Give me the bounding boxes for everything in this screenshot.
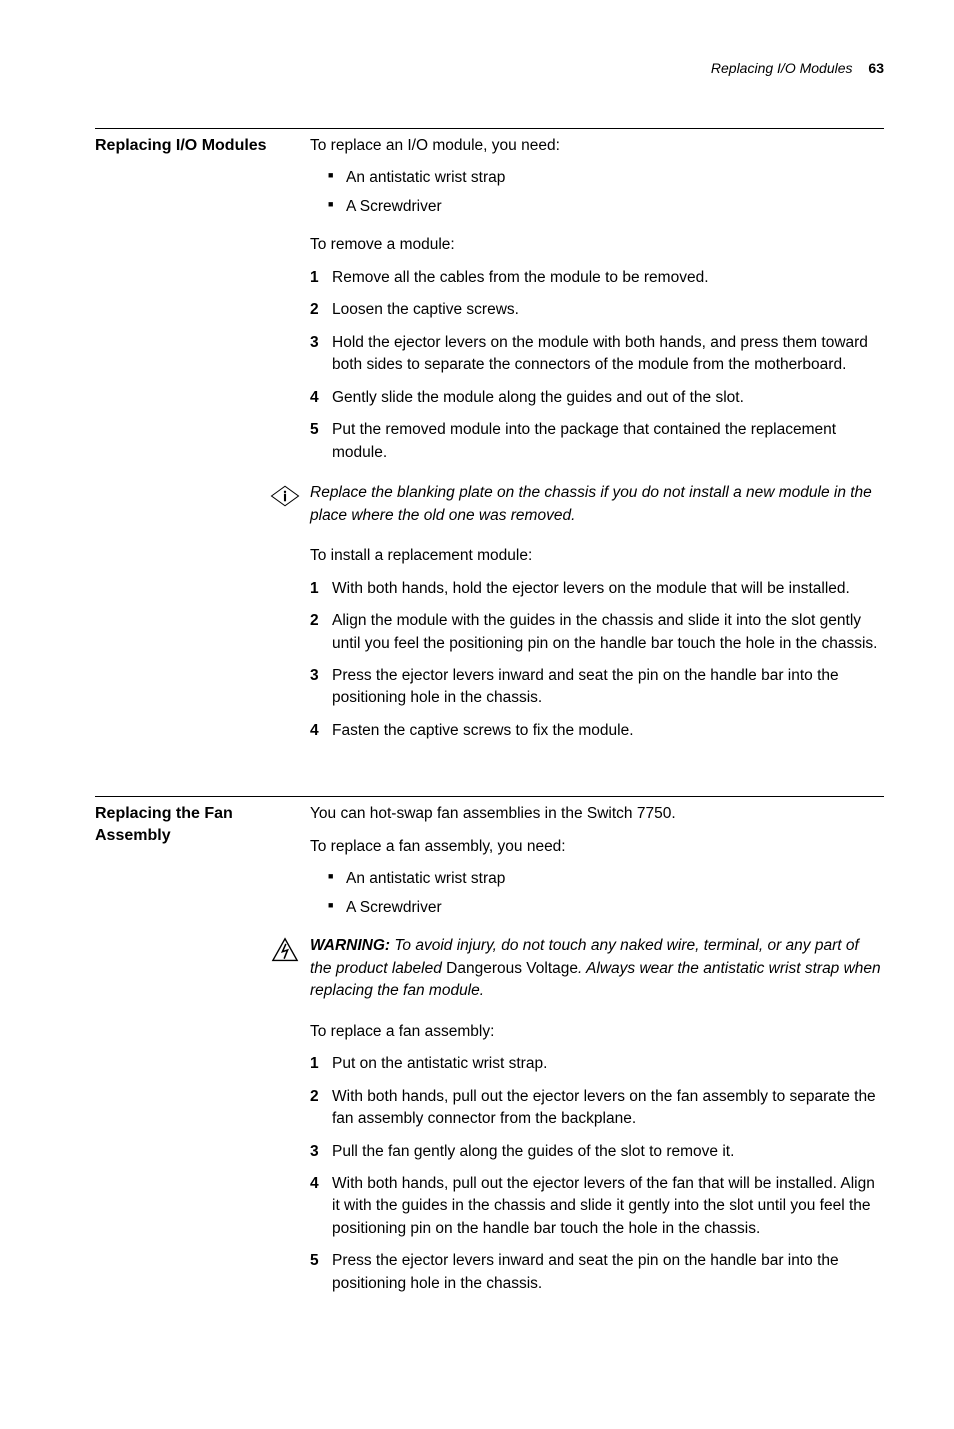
fan-replace-intro: To replace a fan assembly: — [310, 1021, 884, 1043]
list-item: Remove all the cables from the module to… — [310, 267, 884, 289]
list-item: Gently slide the module along the guides… — [310, 387, 884, 409]
list-item: Pull the fan gently along the guides of … — [310, 1141, 884, 1163]
fan-replace-steps: Put on the antistatic wrist strap. With … — [310, 1053, 884, 1295]
section-body-io: To replace an I/O module, you need: An a… — [310, 135, 884, 760]
install-intro: To install a replacement module: — [310, 545, 884, 567]
fan-intro: You can hot-swap fan assemblies in the S… — [310, 803, 884, 825]
page: Replacing I/O Modules 63 Replacing I/O M… — [0, 0, 954, 1429]
warning-text: WARNING: To avoid injury, do not touch a… — [310, 935, 884, 1002]
info-icon — [260, 482, 310, 508]
page-number: 63 — [868, 60, 884, 76]
list-item: Put on the antistatic wrist strap. — [310, 1053, 884, 1075]
list-item: Hold the ejector levers on the module wi… — [310, 332, 884, 377]
needs-list-fan: An antistatic wrist strap A Screwdriver — [310, 868, 884, 919]
remove-intro: To remove a module: — [310, 234, 884, 256]
list-item: Press the ejector levers inward and seat… — [310, 665, 884, 710]
list-item: Align the module with the guides in the … — [310, 610, 884, 655]
list-item: A Screwdriver — [310, 897, 884, 919]
intro-replace: To replace an I/O module, you need: — [310, 135, 884, 157]
side-heading-fan: Replacing the Fan Assembly — [95, 803, 310, 1313]
list-item: With both hands, pull out the ejector le… — [310, 1173, 884, 1240]
warning-note: WARNING: To avoid injury, do not touch a… — [260, 935, 884, 1002]
info-note-text: Replace the blanking plate on the chassi… — [310, 482, 884, 527]
list-item: Put the removed module into the package … — [310, 419, 884, 464]
side-heading-io: Replacing I/O Modules — [95, 135, 310, 760]
install-steps: With both hands, hold the ejector levers… — [310, 578, 884, 743]
remove-steps: Remove all the cables from the module to… — [310, 267, 884, 464]
fan-needs-intro: To replace a fan assembly, you need: — [310, 836, 884, 858]
section-rule — [95, 128, 884, 129]
list-item: With both hands, hold the ejector levers… — [310, 578, 884, 600]
info-note: Replace the blanking plate on the chassi… — [260, 482, 884, 527]
warning-label: WARNING: — [310, 937, 390, 954]
list-item: An antistatic wrist strap — [310, 167, 884, 189]
warning-icon — [260, 935, 310, 963]
warning-mid: Dangerous Voltage — [446, 960, 578, 977]
list-item: A Screwdriver — [310, 196, 884, 218]
section-replacing-fan: Replacing the Fan Assembly You can hot-s… — [95, 803, 884, 1313]
section-replacing-io: Replacing I/O Modules To replace an I/O … — [95, 135, 884, 760]
section-body-fan: You can hot-swap fan assemblies in the S… — [310, 803, 884, 1313]
list-item: Fasten the captive screws to fix the mod… — [310, 720, 884, 742]
list-item: With both hands, pull out the ejector le… — [310, 1086, 884, 1131]
needs-list-io: An antistatic wrist strap A Screwdriver — [310, 167, 884, 218]
list-item: Loosen the captive screws. — [310, 299, 884, 321]
list-item: Press the ejector levers inward and seat… — [310, 1250, 884, 1295]
running-header-title: Replacing I/O Modules — [711, 60, 853, 76]
section-rule — [95, 796, 884, 797]
running-header: Replacing I/O Modules 63 — [95, 60, 884, 76]
list-item: An antistatic wrist strap — [310, 868, 884, 890]
